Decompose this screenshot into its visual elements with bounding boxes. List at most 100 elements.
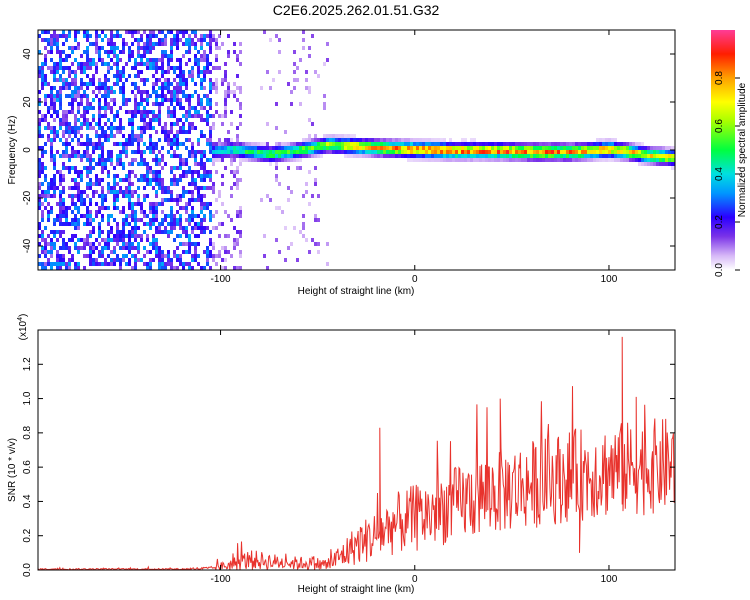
spectrogram-cell: [647, 158, 650, 162]
spectrogram-cell: [305, 78, 308, 82]
spectrogram-cell: [668, 162, 671, 166]
spectrogram-cell: [86, 254, 89, 258]
spectrogram-cell: [41, 78, 44, 82]
spectrogram-cell: [143, 90, 146, 94]
spectrogram-cell: [143, 46, 146, 50]
spectrogram-cell: [233, 150, 236, 154]
spectrogram-cell: [383, 138, 386, 142]
spectrogram-cell: [305, 238, 308, 242]
spectrogram-cell: [203, 230, 206, 234]
spectrogram-cell: [47, 242, 50, 246]
spectrogram-cell: [317, 154, 320, 158]
spectrogram-cell: [74, 214, 77, 218]
spectrogram-cell: [419, 142, 422, 146]
spectrogram-cell: [137, 62, 140, 66]
spectrogram-cell: [182, 106, 185, 110]
spectrogram-cell: [146, 114, 149, 118]
spectrogram-cell: [149, 218, 152, 222]
spectrogram-cell: [467, 150, 470, 154]
spectrogram-cell: [329, 146, 332, 150]
x-tick-label: -100: [211, 274, 231, 285]
spectrogram-cell: [137, 110, 140, 114]
spectrogram-cell: [98, 78, 101, 82]
spectrogram-cell: [74, 38, 77, 42]
spectrogram-cell: [629, 150, 632, 154]
spectrogram-cell: [71, 130, 74, 134]
spectrogram-cell: [167, 54, 170, 58]
spectrogram-cell: [44, 118, 47, 122]
spectrogram-cell: [86, 94, 89, 98]
spectrogram-cell: [86, 98, 89, 102]
spectrogram-cell: [185, 38, 188, 42]
spectrogram-cell: [638, 162, 641, 166]
spectrogram-cell: [122, 254, 125, 258]
spectrogram-cell: [131, 182, 134, 186]
spectrogram-cell: [533, 154, 536, 158]
spectrogram-cell: [431, 146, 434, 150]
spectrogram-cell: [65, 78, 68, 82]
spectrogram-cell: [158, 106, 161, 110]
spectrogram-cell: [152, 150, 155, 154]
spectrogram-cell: [143, 82, 146, 86]
spectrogram-cell: [134, 210, 137, 214]
spectrogram-cell: [410, 150, 413, 154]
spectrogram-cell: [203, 150, 206, 154]
spectrogram-cell: [302, 154, 305, 158]
spectrogram-cell: [239, 122, 242, 126]
spectrogram-cell: [146, 238, 149, 242]
spectrogram-cell: [128, 142, 131, 146]
spectrogram-cell: [89, 62, 92, 66]
spectrogram-cell: [149, 62, 152, 66]
spectrogram-cell: [53, 78, 56, 82]
spectrogram-cell: [353, 150, 356, 154]
spectrogram-cell: [137, 150, 140, 154]
spectrogram-cell: [602, 142, 605, 146]
spectrogram-cell: [143, 174, 146, 178]
spectrogram-cell: [179, 226, 182, 230]
spectrogram-cell: [131, 150, 134, 154]
spectrogram-cell: [227, 142, 230, 146]
spectrogram-cell: [428, 158, 431, 162]
spectrogram-cell: [158, 38, 161, 42]
spectrogram-cell: [596, 150, 599, 154]
spectrogram-cell: [62, 118, 65, 122]
spectrogram-cell: [59, 194, 62, 198]
spectrogram-cell: [134, 62, 137, 66]
spectrogram-cell: [614, 142, 617, 146]
spectrogram-cell: [68, 86, 71, 90]
spectrogram-cell: [158, 258, 161, 262]
spectrogram-cell: [128, 190, 131, 194]
spectrogram-cell: [593, 158, 596, 162]
spectrogram-cell: [434, 142, 437, 146]
spectrogram-cell: [140, 202, 143, 206]
spectrogram-cell: [260, 198, 263, 202]
spectrogram-cell: [215, 262, 218, 266]
spectrogram-cell: [71, 166, 74, 170]
spectrogram-cell: [272, 150, 275, 154]
spectrogram-cell: [116, 82, 119, 86]
spectrogram-cell: [80, 238, 83, 242]
spectrogram-cell: [89, 126, 92, 130]
spectrogram-cell: [134, 254, 137, 258]
spectrogram-cell: [59, 202, 62, 206]
spectrogram-cell: [341, 150, 344, 154]
spectrogram-cell: [287, 246, 290, 250]
spectrogram-cell: [74, 234, 77, 238]
spectrogram-cell: [482, 142, 485, 146]
spectrogram-cell: [95, 262, 98, 266]
spectrogram-cell: [407, 138, 410, 142]
spectrogram-cell: [290, 150, 293, 154]
spectrogram-cell: [170, 90, 173, 94]
spectrogram-cell: [59, 122, 62, 126]
spectrogram-cell: [326, 242, 329, 246]
spectrogram-cell: [434, 138, 437, 142]
spectrogram-cell: [386, 142, 389, 146]
spectrogram-cell: [179, 62, 182, 66]
spectrogram-cell: [305, 182, 308, 186]
spectrogram-cell: [89, 186, 92, 190]
spectrogram-cell: [266, 146, 269, 150]
spectrogram-cell: [149, 126, 152, 130]
spectrogram-cell: [179, 222, 182, 226]
spectrogram-cell: [149, 166, 152, 170]
spectrogram-cell: [128, 74, 131, 78]
